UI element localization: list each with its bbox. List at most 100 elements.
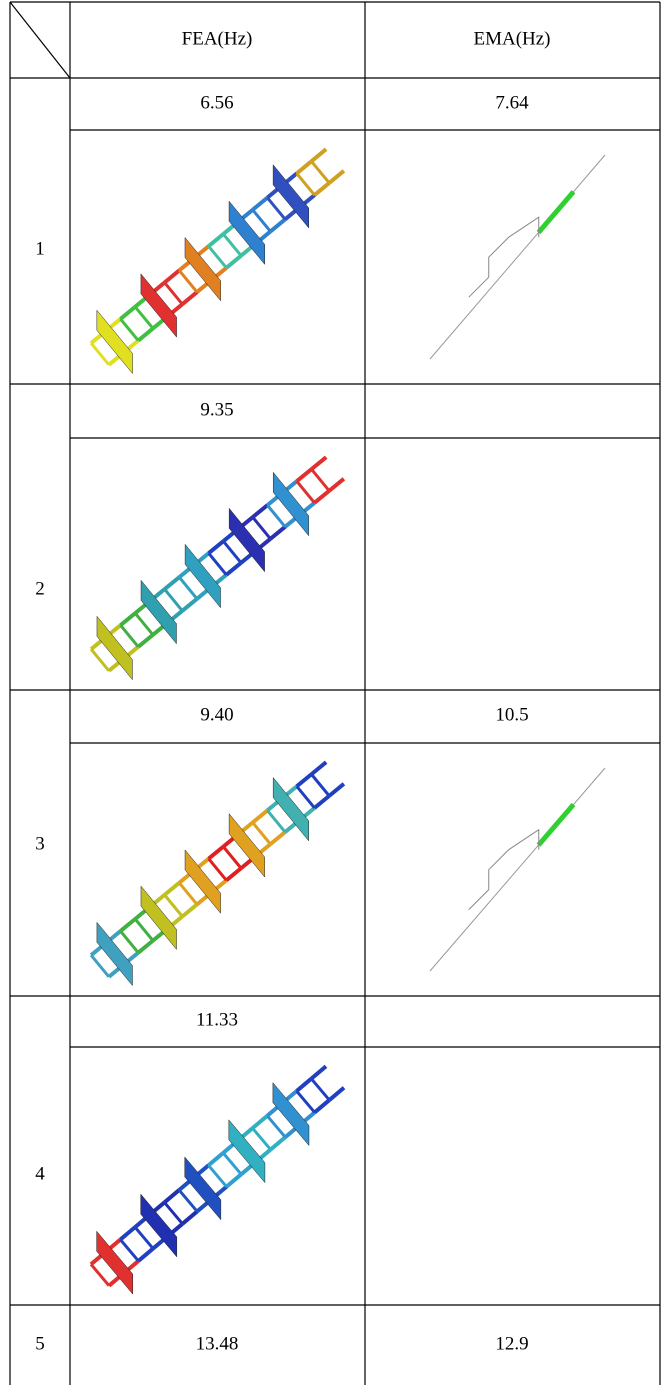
frame-plate (229, 1120, 265, 1183)
frame-rail (311, 1066, 326, 1078)
frame-rail (182, 904, 197, 916)
frame-rail (138, 1249, 153, 1261)
frame-plate (273, 1083, 309, 1146)
frame-plate (229, 508, 264, 571)
frame-rail (120, 1227, 135, 1239)
frame-cross (297, 786, 315, 808)
frame-cross (223, 847, 241, 869)
frame-plate (97, 616, 132, 679)
ema-frame (469, 830, 539, 910)
frame-cross (135, 1227, 153, 1248)
frame-rail (270, 219, 285, 231)
frame-cross (179, 1190, 197, 1211)
frame-cross (165, 283, 183, 305)
frame-rail (209, 234, 224, 246)
frame-rail (121, 613, 136, 625)
frame-rail (208, 1153, 223, 1165)
frame-cross (120, 319, 138, 341)
fea-mode-shape (91, 762, 344, 985)
ema-mode-shape (430, 155, 605, 359)
frame-rail (297, 469, 312, 481)
frame-cross (164, 1202, 182, 1223)
header-cell: FEA(Hz) (182, 28, 253, 49)
frame-rail (297, 1079, 312, 1091)
ema-green (539, 192, 574, 233)
frame-rail (164, 1190, 179, 1202)
frame-cross (91, 649, 109, 671)
frame-plate (141, 274, 177, 337)
frame-rail (253, 505, 268, 517)
frame-cross (91, 955, 109, 977)
frame-cross (311, 161, 329, 183)
frame-cross (311, 1079, 329, 1100)
frame-cross (209, 553, 227, 575)
ema-frequency: 12.9 (495, 1333, 528, 1354)
frame-rail (226, 868, 241, 880)
frame-plate (141, 580, 176, 643)
frame-rail (270, 527, 285, 539)
frame-rail (271, 1137, 286, 1149)
frame-rail (311, 762, 326, 774)
frame-cross (253, 1128, 271, 1149)
fea-mode-shape (91, 457, 344, 680)
frame-cross (91, 343, 109, 365)
frame-rail (329, 479, 344, 491)
mode-number: 2 (35, 578, 45, 599)
frame-plate (97, 922, 133, 985)
ema-frequency: 7.64 (495, 92, 529, 113)
frame-cross (135, 307, 153, 329)
frame-cross (135, 919, 153, 941)
frame-plate (141, 1194, 177, 1257)
frame-rail (209, 847, 224, 859)
frame-cross (223, 234, 241, 256)
frame-cross (165, 589, 183, 611)
frame-rail (329, 1088, 344, 1100)
ema-frame (469, 217, 539, 297)
frame-cross (267, 810, 285, 832)
ema-line (430, 155, 605, 359)
frame-rail (182, 1211, 197, 1223)
frame-plate (185, 544, 220, 607)
mode-number: 4 (35, 1163, 45, 1184)
frame-rail (311, 149, 326, 161)
frame-plate (97, 310, 133, 373)
frame-cross (297, 481, 315, 503)
frame-rail (311, 457, 326, 469)
frame-cross (253, 822, 271, 844)
frame-plate (273, 472, 308, 535)
fea-mode-shape (91, 1066, 344, 1294)
frame-plate (185, 238, 221, 301)
frame-rail (329, 171, 344, 183)
frame-plate (141, 886, 177, 949)
frame-plate (273, 778, 309, 841)
mode-number: 3 (35, 833, 45, 854)
fea-frequency: 9.40 (200, 704, 233, 725)
frame-cross (253, 517, 271, 539)
frame-rail (226, 256, 241, 268)
frame-rail (315, 1100, 330, 1112)
frame-plate (229, 814, 265, 877)
fea-frequency: 11.33 (196, 1009, 238, 1030)
frame-cross (209, 859, 227, 881)
frame-rail (120, 919, 135, 931)
frame-rail (138, 941, 153, 953)
frame-cross (267, 1116, 285, 1137)
frame-rail (315, 796, 330, 808)
fea-frequency: 13.48 (196, 1333, 239, 1354)
frame-cross (297, 173, 315, 195)
ema-green (539, 805, 574, 846)
frame-cross (209, 246, 227, 268)
frame-rail (209, 541, 224, 553)
frame-rail (120, 307, 135, 319)
frame-rail (314, 491, 329, 503)
frame-rail (227, 1174, 242, 1186)
frame-rail (253, 198, 268, 210)
ema-frequency: 10.5 (495, 704, 528, 725)
frame-plate (97, 1231, 133, 1294)
frame-cross (179, 270, 197, 292)
frame-cross (297, 1091, 315, 1112)
frame-rail (182, 292, 197, 304)
frame-rail (253, 810, 268, 822)
frame-cross (120, 931, 138, 953)
frame-cross (267, 505, 285, 527)
